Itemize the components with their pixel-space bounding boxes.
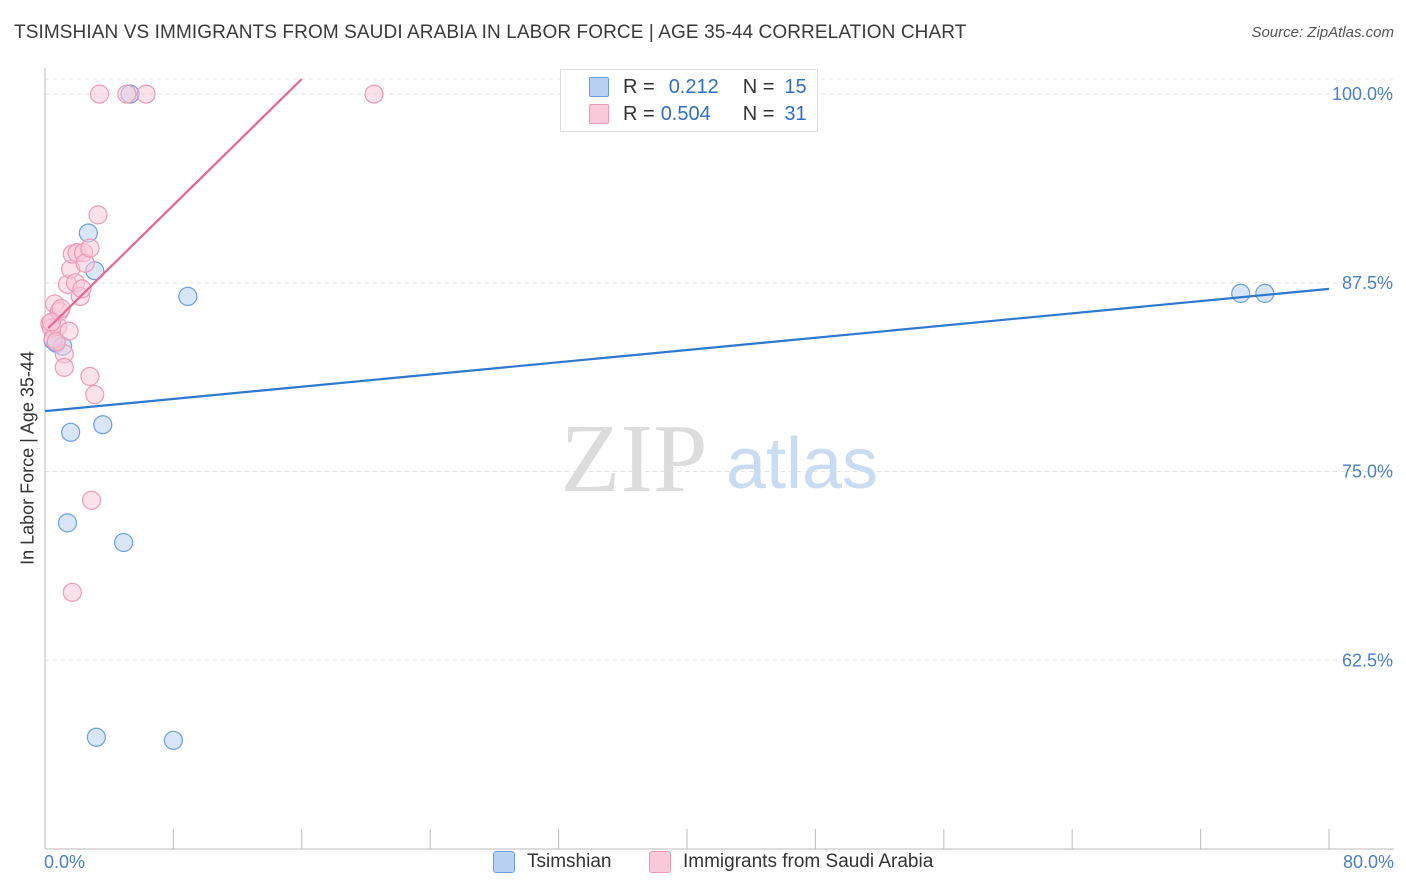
- series-name: Immigrants from Saudi Arabia: [683, 851, 934, 872]
- axis-layer: [44, 68, 1394, 850]
- legend-n-label: N =: [742, 75, 775, 98]
- legend-swatch-saudi: [589, 104, 609, 124]
- saudi-point: [51, 298, 71, 319]
- x-tick-label-max: 80.0%: [1342, 852, 1394, 872]
- legend-r-label: R =: [623, 75, 655, 98]
- tsimshian-point: [86, 727, 106, 747]
- legend-swatch-tsimshian: [589, 77, 609, 97]
- grid-layer: [45, 78, 1394, 661]
- y-tick-label: 62.5%: [1342, 650, 1393, 670]
- saudi-point: [41, 312, 62, 332]
- saudi-trend-line: [47, 78, 303, 329]
- tsimshian-trend-line: [44, 287, 1330, 413]
- saudi-point: [81, 490, 102, 510]
- tsimshian-point: [163, 730, 183, 750]
- legend-n-label: N =: [742, 102, 775, 125]
- series-legend-saudi: Immigrants from Saudi Arabia: [649, 851, 933, 873]
- saudi-point: [88, 205, 108, 225]
- series-legend-tsimshian: Tsimshian: [493, 851, 611, 873]
- legend-r-value: 0.212: [668, 75, 719, 98]
- stats-legend: R = 0.212 N = 15 R = 0.504 N = 31: [560, 69, 818, 132]
- legend-r-label: R =: [623, 102, 655, 125]
- legend-row-saudi: R = 0.504 N = 31: [561, 101, 807, 127]
- y-tick-label: 75.0%: [1342, 462, 1393, 482]
- y-tick-label: 87.5%: [1342, 273, 1393, 293]
- source-credit: Source: ZipAtlas.com: [1251, 24, 1394, 41]
- saudi-point: [85, 384, 105, 405]
- saudi-point: [136, 84, 156, 104]
- watermark-atlas: atlas: [726, 424, 878, 504]
- saudi-point: [59, 321, 79, 341]
- saudi-point: [89, 84, 110, 104]
- tsimshian-point: [61, 422, 81, 442]
- saudi-point: [72, 279, 92, 299]
- legend-n-value: 31: [784, 102, 807, 125]
- tsimshian-point: [178, 286, 198, 307]
- saudi-point: [364, 84, 384, 104]
- series-swatch-saudi: [649, 851, 671, 873]
- series-legend: Tsimshian Immigrants from Saudi Arabia: [0, 851, 1406, 877]
- saudi-point: [80, 366, 100, 387]
- y-tick-labels: 62.5% 75.0% 87.5% 100.0%: [1332, 84, 1393, 670]
- legend-r-value: 0.504: [660, 102, 711, 125]
- saudi-point: [54, 357, 74, 377]
- tsimshian-point: [1231, 283, 1251, 303]
- tsimshian-point: [57, 513, 78, 533]
- saudi-point: [117, 84, 137, 104]
- legend-row-tsimshian: R = 0.212 N = 15: [561, 74, 807, 100]
- series-name: Tsimshian: [527, 851, 612, 872]
- x-tick-label-min: 0.0%: [44, 852, 86, 872]
- legend-n-value: 15: [784, 75, 807, 98]
- saudi-point: [62, 582, 82, 602]
- series-swatch-tsimshian: [493, 851, 515, 873]
- watermark: ZIP atlas: [561, 405, 879, 513]
- chart-title: TSIMSHIAN VS IMMIGRANTS FROM SAUDI ARABI…: [14, 22, 967, 43]
- y-tick-label: 100.0%: [1332, 84, 1393, 104]
- saudi-point: [80, 238, 100, 258]
- tsimshian-point: [93, 415, 113, 435]
- tsimshian-point: [114, 532, 134, 553]
- trend-layer: [44, 78, 1330, 413]
- saudi-point: [46, 332, 66, 352]
- points-layer: [40, 84, 1275, 750]
- watermark-zip: ZIP: [561, 405, 708, 513]
